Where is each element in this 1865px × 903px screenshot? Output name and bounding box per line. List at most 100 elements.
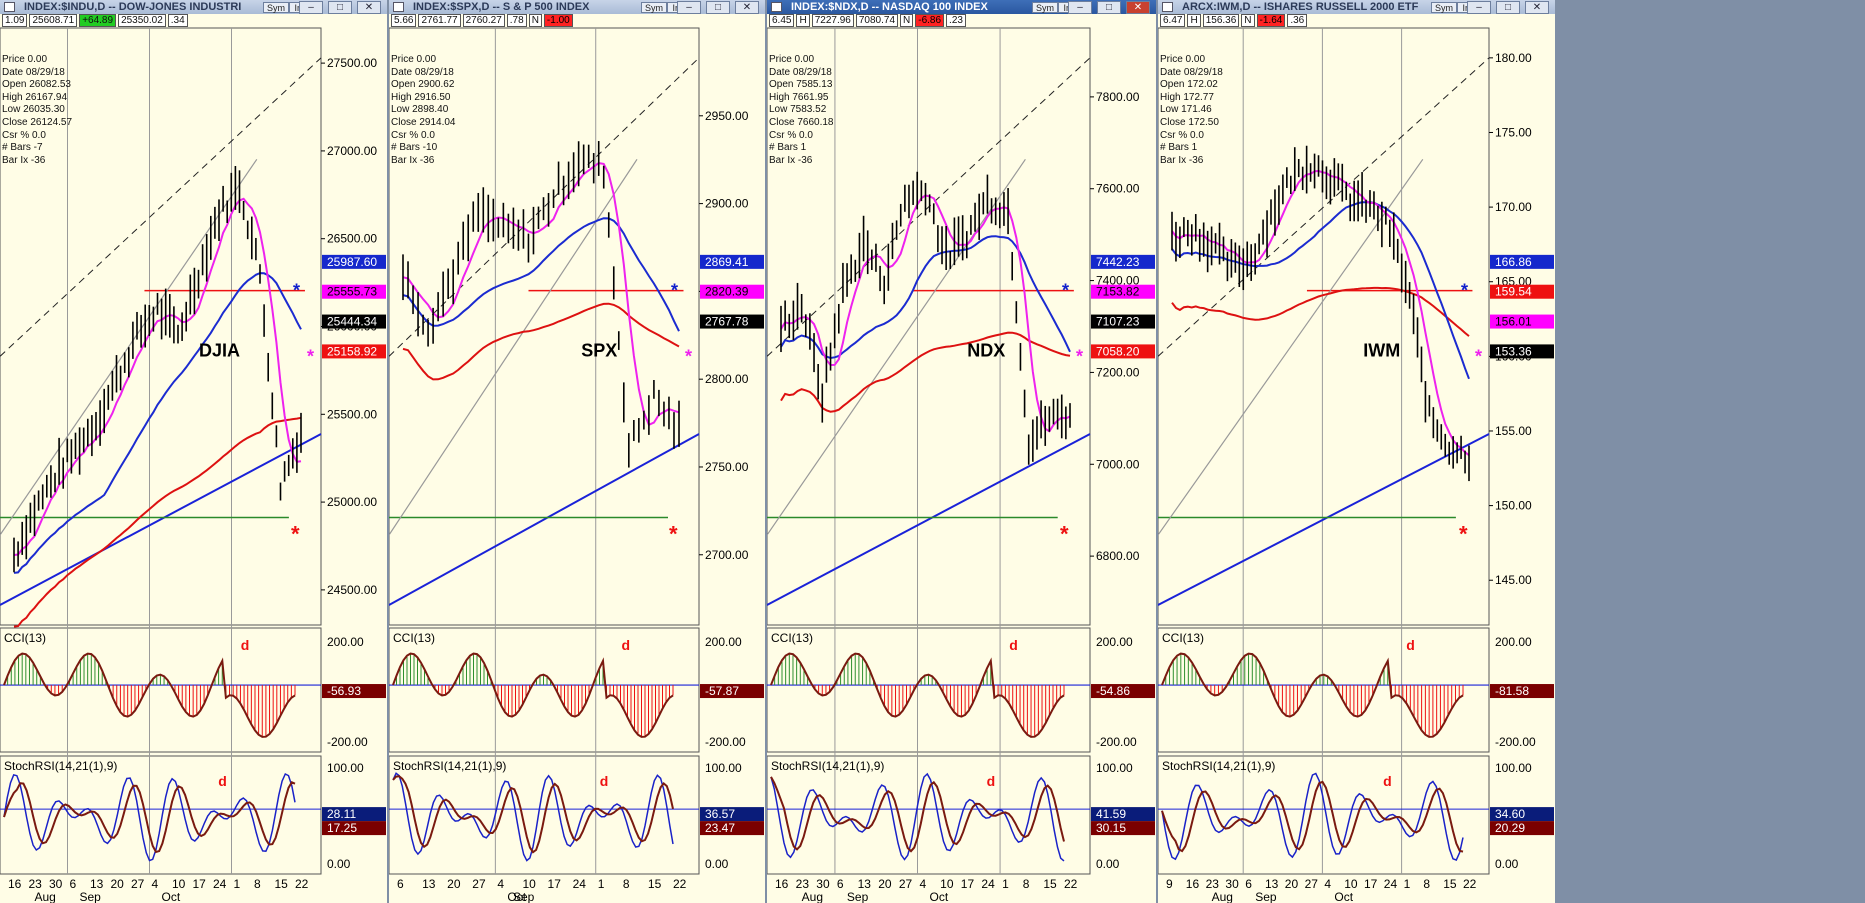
x-tick-label: 10 bbox=[172, 877, 186, 891]
price-badge bbox=[322, 344, 386, 359]
stochrsi-d-line bbox=[770, 776, 1065, 853]
ma-blue-line bbox=[1171, 201, 1470, 380]
blue-trendline bbox=[0, 433, 322, 606]
sym-button[interactable]: Sym bbox=[263, 2, 289, 13]
x-tick-label: 24 bbox=[573, 877, 587, 891]
x-tick-label: 6 bbox=[70, 877, 77, 891]
maximize-button[interactable]: □ bbox=[706, 1, 730, 14]
blue-star-marker: * bbox=[1062, 281, 1069, 301]
chart-window-spx[interactable]: INDEX:$SPX,D -- S & P 500 INDEXSymInfo–□… bbox=[389, 0, 765, 903]
price-badge bbox=[700, 314, 764, 329]
price-badge-text: 156.01 bbox=[1495, 315, 1532, 329]
maximize-button[interactable]: □ bbox=[1496, 1, 1520, 14]
info-row-bars: # Bars -10 bbox=[391, 142, 438, 154]
price-badge-text: 7442.23 bbox=[1096, 255, 1140, 269]
x-month-label: Oct bbox=[507, 890, 526, 903]
cci-badge-text: -56.93 bbox=[327, 684, 361, 698]
quote-field: 5.66 bbox=[391, 14, 417, 27]
x-tick-label: 8 bbox=[1023, 877, 1030, 891]
chart-window-ndx[interactable]: INDEX:$NDX,D -- NASDAQ 100 INDEXSymInfo–… bbox=[767, 0, 1156, 903]
stochrsi-tick-label: 100.00 bbox=[1096, 761, 1133, 775]
x-tick-label: 15 bbox=[1043, 877, 1057, 891]
title-bar[interactable]: INDEX:$SPX,D -- S & P 500 INDEXSymInfo–□… bbox=[389, 0, 765, 14]
y-tick-label: 7200.00 bbox=[1096, 365, 1140, 379]
ma-magenta-line bbox=[402, 162, 680, 427]
minimize-button[interactable]: – bbox=[677, 1, 701, 14]
price-info-box: Price 0.00 Date 08/29/18 Open 172.02 High 1… bbox=[1160, 54, 1223, 167]
maximize-button[interactable]: □ bbox=[328, 1, 352, 14]
x-month-label: Oct bbox=[162, 890, 181, 903]
quote-bar: 6.47 H 156.36 N -1.64.36 bbox=[1160, 14, 1309, 27]
info-row-low: Low 2898.40 bbox=[391, 104, 449, 116]
red-star-marker: * bbox=[669, 521, 678, 546]
stochrsi-d-line bbox=[392, 775, 674, 854]
close-button[interactable]: ✕ bbox=[1525, 1, 1549, 14]
chart-app-icon bbox=[771, 2, 782, 12]
x-tick-label: 6 bbox=[397, 877, 404, 891]
x-month-label: Aug bbox=[35, 890, 56, 903]
sym-button[interactable]: Sym bbox=[1032, 2, 1058, 13]
x-tick-label: 27 bbox=[131, 877, 145, 891]
ma-blue-line bbox=[402, 217, 680, 332]
sym-button[interactable]: Sym bbox=[1431, 2, 1457, 13]
x-tick-label: 15 bbox=[275, 877, 289, 891]
channel-line-upper bbox=[767, 57, 1091, 357]
minimize-button[interactable]: – bbox=[1467, 1, 1491, 14]
x-tick-label: 30 bbox=[49, 877, 63, 891]
ma-red-line bbox=[13, 416, 302, 628]
info-row-date: Date 08/29/18 bbox=[1160, 66, 1223, 78]
stochrsi-badge-text: 41.59 bbox=[1096, 807, 1126, 821]
x-tick-label: 22 bbox=[1463, 877, 1477, 891]
divergence-mark: d bbox=[600, 773, 609, 789]
y-tick-label: 150.00 bbox=[1495, 499, 1532, 513]
x-tick-label: 13 bbox=[858, 877, 872, 891]
quote-field: 6.45 bbox=[769, 14, 795, 27]
window-title: INDEX:$SPX,D -- S & P 500 INDEX bbox=[413, 1, 590, 13]
x-tick-label: 27 bbox=[899, 877, 913, 891]
x-month-label: Sep bbox=[847, 890, 869, 903]
chart-window-iwm[interactable]: ARCX:IWM,D -- ISHARES RUSSELL 2000 ETF Sy… bbox=[1158, 0, 1555, 903]
stochrsi-tick-label: 0.00 bbox=[327, 857, 351, 871]
divergence-mark: d bbox=[1009, 637, 1018, 653]
maximize-button[interactable]: □ bbox=[1097, 1, 1121, 14]
x-tick-label: 15 bbox=[648, 877, 662, 891]
chart-window-djia[interactable]: INDEX:$INDU,D -- DOW-JONES INDUSTRISymIn… bbox=[0, 0, 387, 903]
stochrsi-tick-label: 0.00 bbox=[1096, 857, 1120, 871]
minimize-button[interactable]: – bbox=[1068, 1, 1092, 14]
minimize-button[interactable]: – bbox=[299, 1, 323, 14]
stochrsi-pane bbox=[767, 755, 1091, 875]
price-pane bbox=[767, 27, 1091, 626]
title-bar[interactable]: INDEX:$INDU,D -- DOW-JONES INDUSTRISymIn… bbox=[0, 0, 387, 14]
price-badge bbox=[322, 314, 386, 329]
title-bar[interactable]: INDEX:$NDX,D -- NASDAQ 100 INDEXSymInfo–… bbox=[767, 0, 1156, 14]
y-tick-label: 2800.00 bbox=[705, 372, 749, 386]
x-tick-label: 1 bbox=[234, 877, 241, 891]
info-row-barix: Bar Ix -36 bbox=[1160, 154, 1204, 166]
x-tick-label: 8 bbox=[1423, 877, 1430, 891]
x-tick-label: 10 bbox=[1344, 877, 1358, 891]
close-button[interactable]: ✕ bbox=[1126, 1, 1150, 14]
blue-trendline bbox=[389, 433, 700, 606]
sym-button[interactable]: Sym bbox=[641, 2, 667, 13]
stochrsi-badge-text: 36.57 bbox=[705, 807, 735, 821]
cci-label: CCI(13) bbox=[1162, 631, 1204, 645]
cci-badge bbox=[322, 684, 386, 699]
y-tick-label: 7600.00 bbox=[1096, 182, 1140, 196]
cci-tick-label: -200.00 bbox=[327, 735, 368, 749]
price-pane bbox=[389, 27, 700, 626]
stochrsi-badge-text: 23.47 bbox=[705, 821, 735, 835]
x-tick-label: 17 bbox=[548, 877, 562, 891]
stochrsi-badge bbox=[700, 807, 764, 822]
title-bar[interactable]: ARCX:IWM,D -- ISHARES RUSSELL 2000 ETF Sy… bbox=[1158, 0, 1555, 14]
quote-field: N bbox=[528, 14, 542, 27]
stochrsi-tick-label: 100.00 bbox=[705, 761, 742, 775]
quote-bar: 1.09 25608.71 +64.89 25350.02.34 bbox=[2, 14, 190, 27]
stochrsi-badge bbox=[1091, 807, 1155, 822]
stochrsi-d-line bbox=[3, 781, 296, 854]
close-button[interactable]: ✕ bbox=[735, 1, 759, 14]
cci-pane bbox=[767, 627, 1091, 753]
cci-line bbox=[1161, 652, 1464, 738]
stochrsi-label: StochRSI(14,21(1),9) bbox=[771, 759, 884, 773]
close-button[interactable]: ✕ bbox=[357, 1, 381, 14]
stochrsi-k-line bbox=[392, 772, 674, 862]
